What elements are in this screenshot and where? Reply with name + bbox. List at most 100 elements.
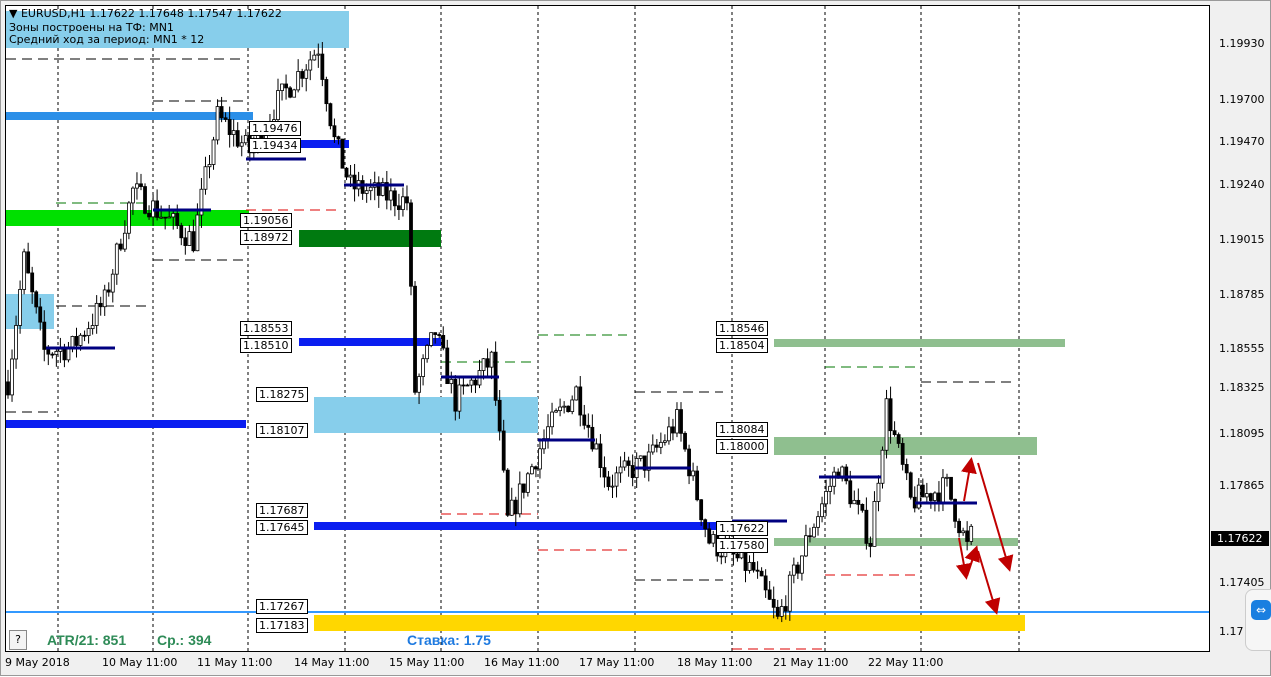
level-price-label: 1.19434 (249, 138, 301, 153)
candle (336, 136, 341, 140)
candle (775, 606, 780, 617)
candle (425, 345, 430, 360)
candle (473, 379, 478, 386)
candle (86, 328, 91, 337)
level-price-label: 1.17687 (256, 503, 308, 518)
candle (816, 516, 820, 528)
candle (675, 409, 679, 434)
candle (227, 119, 232, 135)
candle (445, 347, 450, 385)
candle (163, 216, 168, 219)
zone-rect (6, 112, 253, 120)
candle (795, 564, 800, 574)
candle (679, 409, 683, 434)
candle (54, 351, 59, 355)
candle (622, 460, 627, 468)
candle (602, 467, 607, 478)
candle (78, 334, 83, 346)
collapse-triangle-icon[interactable]: ▼ (9, 7, 21, 20)
candle (413, 285, 417, 393)
candle (763, 575, 768, 591)
candle (6, 381, 10, 396)
candle (388, 190, 393, 201)
price-scale-label: 1.18785 (1219, 288, 1265, 301)
candle (30, 272, 35, 293)
candle (546, 426, 550, 439)
candle (159, 216, 164, 219)
level-price-label: 1.18553 (240, 321, 292, 336)
candle (582, 414, 587, 426)
candle (687, 448, 691, 477)
candle (328, 103, 333, 127)
candle (949, 476, 953, 500)
candle (574, 386, 579, 401)
candle (941, 477, 945, 503)
candle (94, 302, 99, 326)
candle (352, 174, 357, 190)
candle (449, 378, 454, 385)
candle (179, 225, 184, 239)
candle (868, 542, 873, 547)
candle (908, 472, 913, 498)
zone-rect (774, 339, 1065, 347)
candle (578, 386, 583, 416)
candle (74, 336, 79, 346)
candle (614, 472, 619, 487)
time-axis-label: 10 May 11:00 (102, 656, 178, 669)
candle (433, 332, 438, 335)
price-scale-label: 1.19015 (1219, 233, 1265, 246)
candle (513, 499, 518, 515)
candle (699, 499, 704, 521)
time-axis-label: 17 May 11:00 (579, 656, 655, 669)
candle (517, 483, 522, 515)
candle (481, 358, 486, 371)
help-button[interactable]: ? (9, 630, 27, 650)
candle (844, 466, 849, 482)
candle (852, 499, 857, 505)
candle (223, 117, 228, 120)
candle (312, 54, 317, 61)
candle (401, 196, 405, 210)
candle (14, 325, 18, 360)
candle (360, 180, 365, 194)
zone-rect (774, 538, 1018, 546)
candle (884, 398, 889, 451)
candle (945, 476, 949, 479)
candle (534, 466, 538, 470)
candle (820, 503, 824, 518)
candle (457, 384, 462, 412)
candle (199, 188, 204, 216)
level-price-label: 1.18000 (716, 439, 768, 454)
candle (90, 325, 95, 330)
candle (22, 251, 27, 290)
candle (485, 358, 490, 368)
candle (171, 213, 176, 218)
candle (928, 493, 933, 501)
forecast-arrow (961, 457, 977, 502)
candle (18, 289, 22, 326)
candle (175, 213, 180, 226)
candle (703, 519, 708, 530)
candle (465, 384, 470, 387)
symbol-header[interactable]: ▼ EURUSD,H1 1.17622 1.17648 1.17547 1.17… (9, 8, 282, 20)
candle (860, 503, 865, 511)
candle (630, 465, 635, 479)
candle (638, 455, 643, 459)
average-text: Ср.: 394 (157, 632, 212, 648)
price-scale-label: 1.19930 (1219, 37, 1265, 50)
candle (711, 534, 716, 544)
candle (916, 484, 921, 509)
candle (904, 464, 909, 474)
candle (626, 460, 631, 466)
price-scale-label: 1.18095 (1219, 427, 1265, 440)
candle (812, 526, 816, 538)
candle (530, 466, 534, 475)
teamviewer-widget[interactable]: ⇔ (1245, 589, 1271, 651)
candle (521, 483, 526, 493)
candle (888, 398, 893, 432)
time-axis-label: 15 May 11:00 (389, 656, 465, 669)
candle (594, 443, 599, 450)
level-price-label: 1.17645 (256, 520, 308, 535)
zone-rect (774, 437, 1037, 455)
